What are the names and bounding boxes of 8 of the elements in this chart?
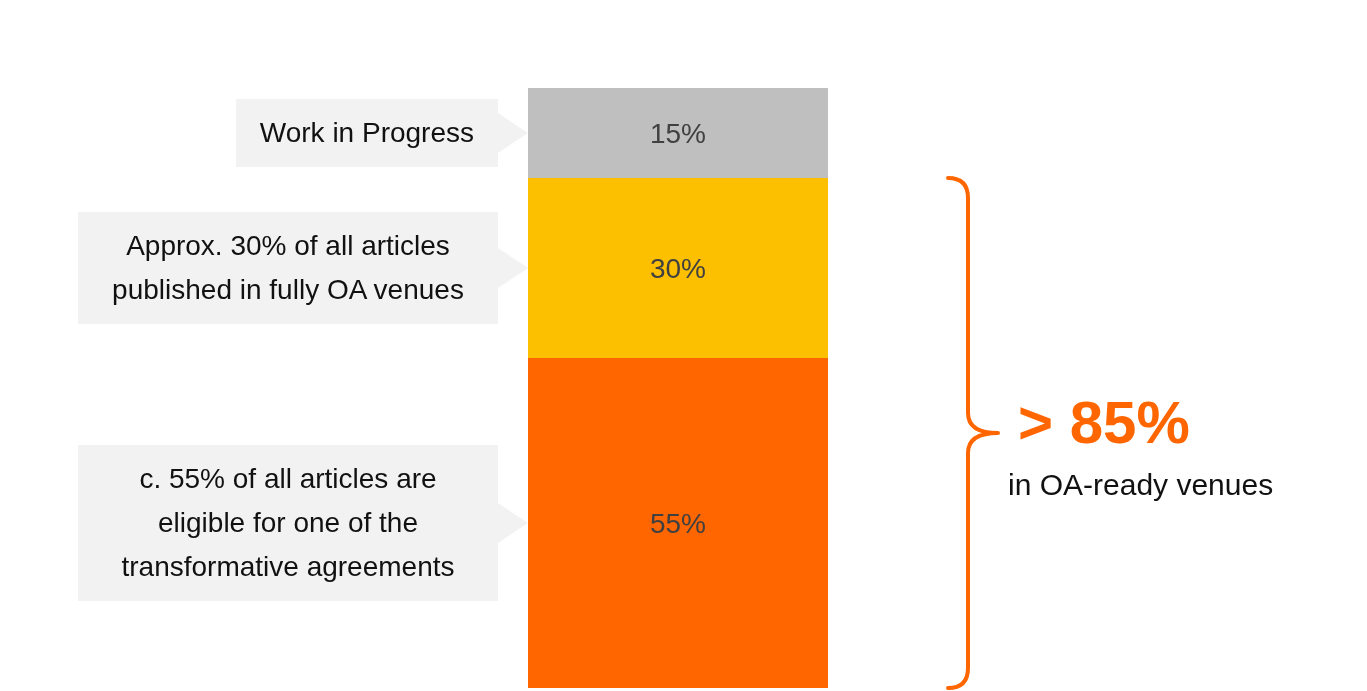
data-label: 15% — [649, 117, 707, 149]
data-label: 55% — [649, 507, 707, 539]
text: in OA-ready venues — [1008, 468, 1274, 502]
data-label: 30% — [649, 252, 707, 284]
text: Approx. 30% of all articles published in fully OA venues — [78, 212, 498, 324]
text: > 85% — [1018, 388, 1190, 457]
series-label: Work in Progress — [235, 99, 498, 167]
text: c. 55% of all articles are eligible for one of the transformative agreements — [78, 445, 498, 601]
